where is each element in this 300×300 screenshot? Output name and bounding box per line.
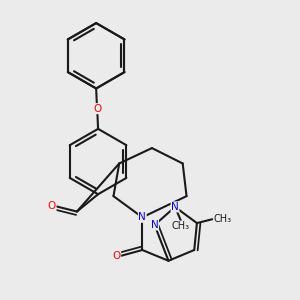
Text: CH₃: CH₃	[214, 214, 232, 224]
Text: N: N	[151, 220, 158, 230]
Text: O: O	[93, 104, 101, 114]
Text: CH₃: CH₃	[172, 221, 190, 231]
Text: N: N	[171, 202, 179, 212]
Text: O: O	[48, 201, 56, 211]
Text: O: O	[112, 251, 121, 261]
Text: N: N	[138, 212, 146, 222]
